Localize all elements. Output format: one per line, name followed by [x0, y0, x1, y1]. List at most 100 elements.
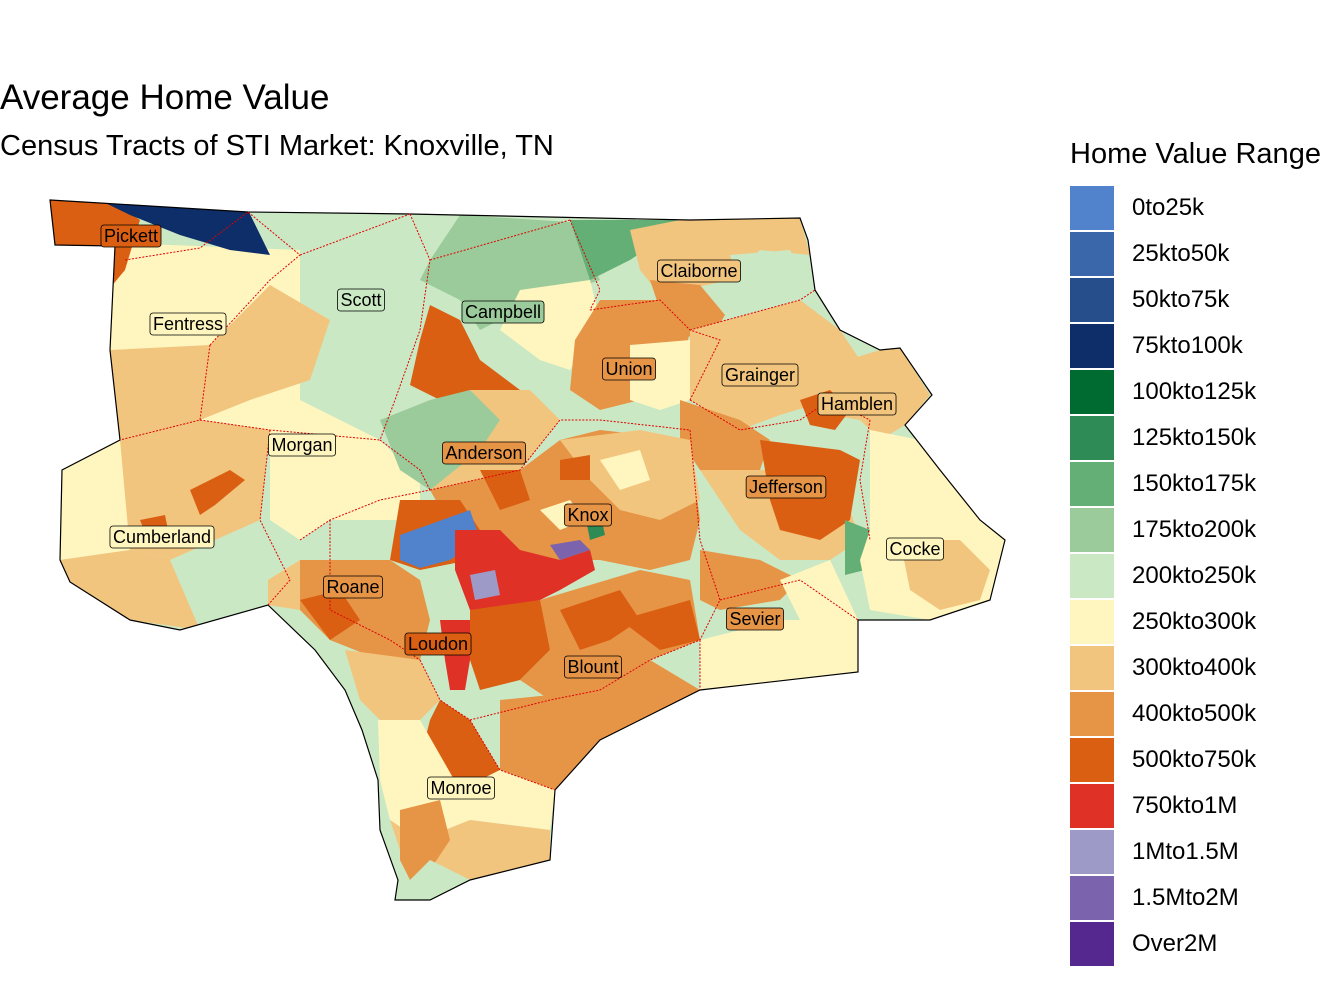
census-tract	[480, 470, 530, 510]
legend-swatch	[1070, 232, 1114, 276]
county-label-box	[602, 357, 656, 381]
legend-swatch	[1070, 692, 1114, 736]
legend-swatch	[1070, 830, 1114, 874]
legend-item: 50kto75k	[1070, 278, 1344, 324]
county-label-jefferson: Jefferson	[745, 475, 827, 499]
county-label-box	[461, 300, 545, 324]
county-name: Fentress	[153, 314, 223, 334]
legend-swatch	[1070, 600, 1114, 644]
county-label-scott: Scott	[337, 288, 385, 312]
county-label-box	[564, 503, 612, 527]
county-label-box	[817, 392, 897, 416]
county-name: Union	[605, 359, 652, 379]
census-tract	[470, 600, 560, 690]
county-name: Scott	[340, 290, 381, 310]
legend-item: 150kto175k	[1070, 462, 1344, 508]
county-label-knox: Knox	[564, 503, 612, 527]
legend-swatch	[1070, 508, 1114, 552]
legend-item: 75kto100k	[1070, 324, 1344, 370]
county-name: Cocke	[889, 539, 940, 559]
county-label-anderson: Anderson	[442, 441, 526, 465]
county-label-claiborne: Claiborne	[657, 259, 741, 283]
county-label-hamblen: Hamblen	[817, 392, 897, 416]
census-tract	[400, 860, 470, 900]
county-name: Knox	[567, 505, 608, 525]
census-tract	[500, 660, 700, 790]
census-tract	[600, 450, 650, 490]
county-label-morgan: Morgan	[268, 433, 336, 457]
county-name: Morgan	[271, 435, 332, 455]
legend-item: Over2M	[1070, 922, 1344, 968]
county-label-box	[657, 259, 741, 283]
census-tract	[630, 340, 690, 410]
census-tract	[390, 820, 550, 880]
census-tract	[200, 285, 330, 420]
census-tract	[400, 800, 450, 880]
county-name: Campbell	[465, 302, 541, 322]
legend-item: 1Mto1.5M	[1070, 830, 1344, 876]
legend: Home Value Range 0to25k 25kto50k 50kto75k 7…	[1070, 138, 1344, 968]
county-labels: Pickett Scott Campbell Claiborne Fentress Uni…	[100, 224, 944, 800]
legend-swatch	[1070, 416, 1114, 460]
county-label-box	[745, 475, 827, 499]
legend-label: 300kto400k	[1132, 654, 1257, 681]
county-label-box	[268, 433, 336, 457]
census-tract	[200, 400, 420, 540]
legend-item: 100kto125k	[1070, 370, 1344, 416]
county-label-box	[442, 441, 526, 465]
county-label-box	[564, 655, 622, 679]
census-tract	[380, 390, 500, 490]
county-name: Grainger	[725, 365, 795, 385]
county-name: Hamblen	[821, 394, 893, 414]
legend-label: 200kto250k	[1132, 562, 1257, 589]
legend-swatch	[1070, 462, 1114, 506]
county-name: Cumberland	[113, 527, 211, 547]
legend-label: 1Mto1.5M	[1132, 838, 1239, 865]
legend-label: 25kto50k	[1132, 240, 1230, 267]
legend-swatch	[1070, 922, 1114, 966]
legend-label: 125kto150k	[1132, 424, 1257, 451]
county-label-loudon: Loudon	[404, 632, 472, 656]
county-name: Loudon	[408, 634, 468, 654]
county-label-box	[721, 363, 799, 387]
census-tract	[680, 400, 770, 480]
legend-item: 1.5Mto2M	[1070, 876, 1344, 922]
county-label-union: Union	[602, 357, 656, 381]
legend-item: 25kto50k	[1070, 232, 1344, 278]
census-tract	[400, 510, 480, 568]
legend-label: 100kto125k	[1132, 378, 1257, 405]
legend-label: 250kto300k	[1132, 608, 1257, 635]
map-subtitle: Census Tracts of STI Market: Knoxville, …	[0, 130, 554, 162]
legend-item: 175kto200k	[1070, 508, 1344, 554]
census-tract	[60, 550, 200, 630]
county-name: Blount	[567, 657, 618, 677]
county-label-campbell: Campbell	[461, 300, 545, 324]
census-tract	[700, 550, 800, 610]
county-label-pickett: Pickett	[100, 224, 162, 248]
legend-label: Over2M	[1132, 930, 1218, 957]
census-tract	[410, 305, 520, 400]
legend-label: 175kto200k	[1132, 516, 1257, 543]
legend-label: 0to25k	[1132, 194, 1205, 221]
legend-label: 75kto100k	[1132, 332, 1243, 359]
county-name: Roane	[326, 577, 379, 597]
census-tract	[95, 200, 270, 255]
county-label-box	[109, 525, 215, 549]
county-name: Sevier	[729, 609, 780, 629]
county-name: Monroe	[430, 778, 491, 798]
legend-swatch	[1070, 370, 1114, 414]
legend-label: 750kto1M	[1132, 792, 1238, 819]
choropleth-map: Pickett Scott Campbell Claiborne Fentress Uni…	[49, 199, 1006, 901]
county-label-grainger: Grainger	[721, 363, 799, 387]
legend-item: 750kto1M	[1070, 784, 1344, 830]
census-tract	[345, 650, 440, 720]
county-label-box	[149, 312, 227, 336]
county-label-box	[337, 288, 385, 312]
legend-item: 500kto750k	[1070, 738, 1344, 784]
census-tract	[700, 620, 858, 690]
county-label-cumberland: Cumberland	[109, 525, 215, 549]
county-label-box	[886, 537, 944, 561]
legend-label: 1.5Mto2M	[1132, 884, 1239, 911]
legend-item: 125kto150k	[1070, 416, 1344, 462]
legend-swatch	[1070, 186, 1114, 230]
